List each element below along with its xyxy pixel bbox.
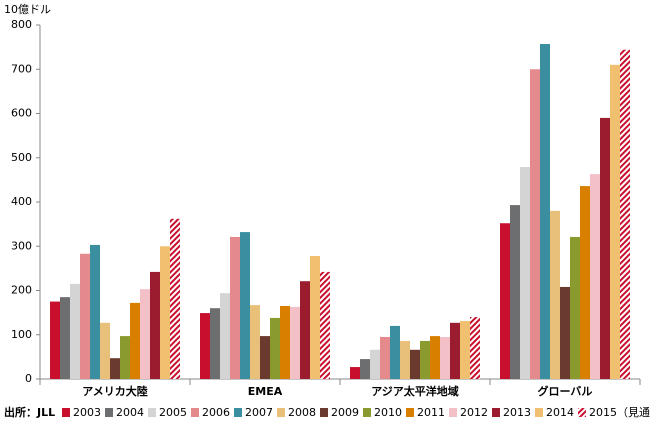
y-tick-label: 600 — [11, 107, 32, 120]
bar — [550, 210, 560, 379]
legend-swatch — [578, 408, 586, 417]
bar — [450, 322, 460, 379]
bar — [540, 44, 550, 380]
legend-label: 2006 — [202, 406, 230, 419]
legend-swatch — [363, 408, 371, 417]
bar — [310, 255, 320, 379]
bar — [210, 308, 220, 379]
legend-swatch — [148, 408, 156, 417]
bar — [400, 340, 410, 379]
bar — [90, 244, 100, 379]
bar — [530, 69, 540, 379]
legend-label: 2012 — [460, 406, 488, 419]
bar — [150, 271, 160, 379]
bar — [370, 349, 380, 379]
bar — [260, 336, 270, 379]
bar — [120, 336, 130, 379]
legend-label: 2011 — [417, 406, 445, 419]
legend-swatch — [62, 408, 70, 417]
legend-swatch — [234, 408, 242, 417]
bar — [590, 174, 600, 379]
bar — [270, 317, 280, 379]
legend-label: 2004 — [116, 406, 144, 419]
legend-label: 2013 — [503, 406, 531, 419]
x-tick-label: EMEA — [248, 385, 283, 398]
legend-label: 2003 — [73, 406, 101, 419]
bar — [600, 117, 610, 380]
y-tick-label: 100 — [11, 328, 32, 341]
bar — [470, 317, 480, 379]
bar — [160, 246, 170, 379]
legend-swatch — [277, 408, 285, 417]
legend-swatch — [406, 408, 414, 417]
legend-label: 2007 — [245, 406, 273, 419]
legend-swatch — [449, 408, 457, 417]
y-axis-label: 10億ドル — [4, 3, 51, 16]
bar — [360, 359, 370, 379]
bar — [350, 367, 360, 379]
bar — [460, 321, 470, 379]
bar — [580, 186, 590, 379]
x-tick-label: アメリカ大陸 — [82, 384, 147, 398]
bar — [170, 218, 180, 379]
bar — [80, 253, 90, 379]
bar — [200, 313, 210, 379]
legend-label: 2009 — [331, 406, 359, 419]
y-tick-label: 300 — [11, 239, 32, 252]
bar — [140, 289, 150, 379]
bar — [220, 293, 230, 379]
legend-swatch — [191, 408, 199, 417]
legend-swatch — [320, 408, 328, 417]
bar — [440, 336, 450, 379]
legend-label: 2005 — [159, 406, 187, 419]
bar — [410, 349, 420, 379]
bar — [130, 302, 140, 379]
bar — [430, 336, 440, 379]
bar — [520, 167, 530, 379]
y-tick-label: 500 — [11, 151, 32, 164]
bar — [500, 223, 510, 379]
x-tick-label: アジア太平洋地域 — [371, 384, 459, 398]
bar — [250, 305, 260, 379]
bar — [570, 236, 580, 379]
x-tick-label: グローバル — [538, 384, 593, 398]
bar — [320, 271, 330, 379]
bar — [50, 301, 60, 379]
legend-label: 2010 — [374, 406, 402, 419]
y-tick-label: 800 — [11, 18, 32, 31]
bar — [230, 236, 240, 379]
bar — [390, 325, 400, 379]
bar — [560, 286, 570, 379]
bar — [70, 283, 80, 379]
y-tick-label: 700 — [11, 62, 32, 75]
legend-swatch — [535, 408, 543, 417]
bar — [280, 305, 290, 379]
bar — [510, 205, 520, 379]
legend-swatch — [105, 408, 113, 417]
bar — [620, 49, 630, 379]
bar — [420, 340, 430, 379]
bar — [300, 281, 310, 379]
source: 出所：JLL — [4, 405, 55, 419]
y-tick-label: 200 — [11, 284, 32, 297]
legend-swatch — [492, 408, 500, 417]
y-tick-label: 400 — [11, 195, 32, 208]
legend-label: 2014 — [546, 406, 574, 419]
bar — [240, 232, 250, 379]
bar — [290, 306, 300, 379]
legend-label: 2015（見通し） — [589, 406, 650, 419]
legend-label: 2008 — [288, 406, 316, 419]
bar — [100, 322, 110, 379]
y-tick-label: 0 — [25, 372, 32, 385]
bar — [110, 358, 120, 379]
bar — [60, 297, 70, 379]
bar — [610, 64, 620, 379]
bar — [380, 336, 390, 379]
